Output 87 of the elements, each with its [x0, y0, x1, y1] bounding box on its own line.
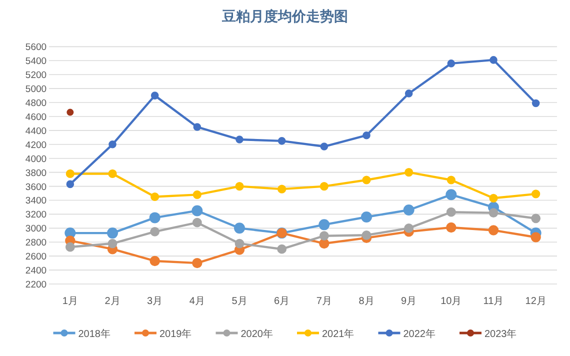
x-tick-label: 11月 [483, 296, 504, 307]
x-tick-label: 12月 [525, 296, 546, 307]
point [108, 140, 116, 148]
point [320, 182, 328, 191]
y-tick-label: 2200 [25, 280, 47, 290]
point [278, 137, 286, 145]
y-tick-label: 2800 [25, 238, 47, 249]
y-tick-label: 4800 [25, 98, 47, 110]
point [446, 222, 456, 233]
point [318, 219, 330, 230]
x-tick-label: 6月 [274, 296, 290, 307]
y-tick-label: 3600 [25, 182, 47, 193]
legend-label: 2018年 [78, 328, 110, 340]
point [531, 214, 541, 224]
point [235, 182, 244, 191]
point [108, 169, 117, 178]
y-tick-label: 3800 [25, 168, 47, 179]
point [234, 238, 244, 248]
y-tick-label: 4600 [25, 112, 47, 123]
point [150, 226, 160, 236]
legend-label: 2023年 [484, 328, 517, 340]
x-tick-label: 1月 [62, 296, 78, 307]
point [108, 238, 118, 248]
point [192, 218, 202, 228]
point [150, 192, 160, 202]
point [193, 123, 202, 131]
point [446, 176, 456, 184]
point [532, 99, 540, 108]
point [192, 205, 203, 216]
x-tick-label: 9月 [401, 296, 417, 307]
y-tick-label: 5400 [25, 56, 47, 68]
y-tick-label: 4400 [25, 126, 47, 137]
point [490, 56, 498, 64]
point [192, 258, 202, 268]
point [361, 212, 372, 222]
x-tick-label: 4月 [189, 296, 205, 307]
point [362, 230, 372, 240]
point [404, 168, 414, 177]
point [66, 108, 74, 116]
y-tick-label: 5000 [25, 84, 47, 96]
point [530, 232, 541, 242]
point [362, 176, 371, 184]
point [446, 207, 456, 217]
point [447, 60, 456, 68]
point [66, 180, 74, 188]
point [150, 256, 160, 266]
y-tick-label: 5200 [25, 70, 47, 82]
point [488, 208, 498, 218]
x-tick-label: 5月 [232, 296, 248, 307]
point [65, 242, 75, 252]
point [404, 90, 413, 98]
point [236, 136, 244, 144]
x-tick-label: 8月 [358, 296, 374, 307]
legend-label: 2021年 [322, 328, 354, 340]
y-tick-label: 3400 [25, 196, 47, 207]
point [192, 190, 202, 199]
point [150, 92, 159, 100]
point [362, 131, 370, 140]
point [278, 184, 286, 194]
chart-title: 豆粕月度均价走势图 [221, 8, 348, 24]
legend-label: 2022年 [403, 328, 436, 340]
legend-label: 2020年 [240, 328, 273, 340]
y-tick-label: 5600 [25, 42, 47, 54]
x-tick-label: 3月 [147, 296, 163, 307]
point [66, 169, 74, 178]
y-tick-label: 3200 [25, 210, 47, 221]
point [489, 194, 498, 202]
point [319, 231, 329, 241]
y-tick-label: 2400 [25, 266, 47, 277]
y-tick-label: 3000 [25, 224, 47, 235]
y-tick-label: 2600 [25, 252, 47, 263]
x-tick-label: 7月 [316, 296, 332, 307]
point [149, 212, 160, 224]
point [404, 223, 414, 233]
point [488, 225, 499, 236]
point [234, 222, 245, 234]
y-tick-label: 4200 [25, 140, 47, 151]
x-tick-label: 10月 [440, 296, 462, 307]
point [403, 204, 414, 216]
point [107, 228, 118, 239]
point [320, 142, 328, 150]
point [446, 189, 457, 200]
x-tick-label: 2月 [104, 296, 120, 307]
point [277, 244, 287, 254]
legend-label: 2019年 [160, 328, 192, 340]
point [532, 190, 540, 198]
y-tick-label: 4000 [25, 154, 47, 165]
